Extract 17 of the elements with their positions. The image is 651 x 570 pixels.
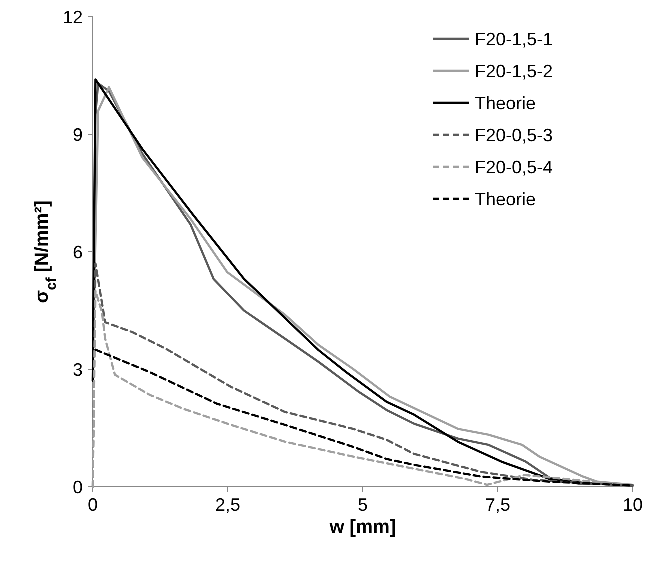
legend-label: F20-1,5-2 bbox=[475, 61, 554, 82]
x-tick-label: 7,5 bbox=[485, 495, 511, 515]
x-tick-label: 5 bbox=[358, 495, 368, 515]
y-tick-label: 3 bbox=[72, 360, 83, 380]
x-tick-label: 0 bbox=[88, 495, 98, 515]
x-tick-label: 10 bbox=[622, 495, 644, 515]
legend-label: Theorie bbox=[475, 189, 536, 210]
y-tick-label: 9 bbox=[72, 124, 83, 145]
legend-label: F20-0,5-4 bbox=[475, 157, 554, 178]
y-tick-label: 0 bbox=[72, 477, 83, 498]
legend-label: F20-1,5-1 bbox=[475, 29, 554, 50]
legend-label: F20-0,5-3 bbox=[475, 125, 554, 146]
x-tick-label: 2,5 bbox=[215, 495, 241, 515]
y-tick-label: 12 bbox=[62, 7, 83, 28]
y-tick-label: 6 bbox=[72, 242, 83, 262]
x-axis-title: w [mm] bbox=[328, 517, 396, 538]
legend-label: Theorie bbox=[475, 93, 536, 114]
